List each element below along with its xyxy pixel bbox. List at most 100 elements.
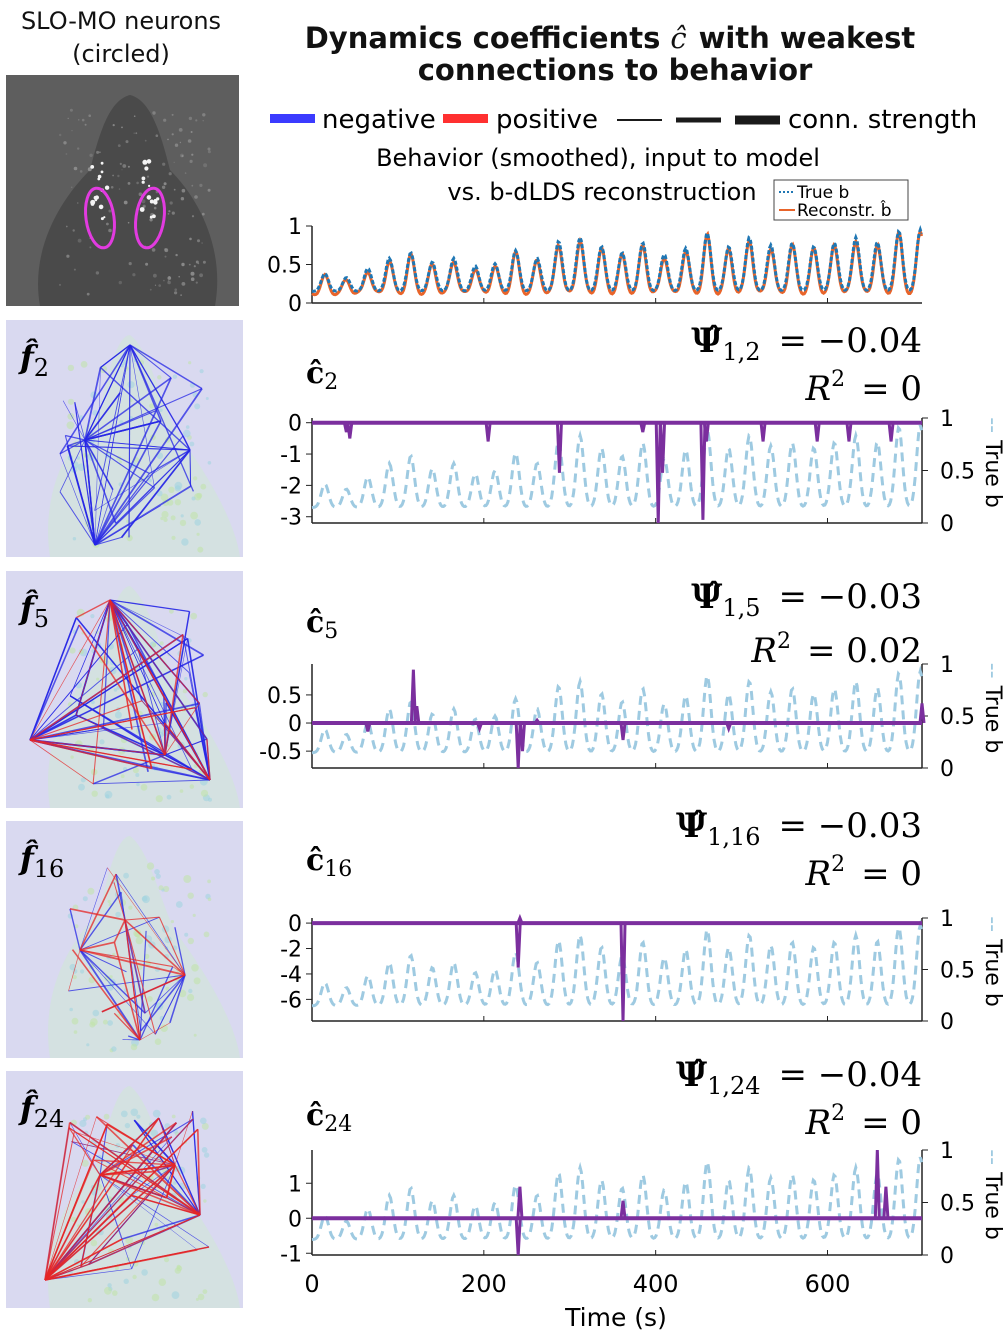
- graph-node-dot: [109, 975, 113, 979]
- graph-node-dot: [128, 905, 133, 910]
- graph-node-dot: [207, 879, 212, 884]
- brain-speck: [197, 239, 200, 243]
- graph-node-dot: [124, 1122, 131, 1129]
- legend-true-b-label: True b: [796, 183, 849, 203]
- coef-spike: [845, 422, 853, 442]
- graph-label-symbol: f̂: [18, 589, 39, 627]
- coef-symbol: ĉ: [306, 356, 324, 391]
- brain-speck: [125, 140, 129, 144]
- graph-edge: [79, 949, 173, 968]
- graph-node-dot: [172, 374, 178, 379]
- graph-edge: [29, 654, 204, 741]
- graph-node-dot: [189, 784, 195, 789]
- brain-speck: [207, 147, 211, 151]
- graph-node-dot: [179, 519, 187, 527]
- graph-node-dot: [78, 783, 85, 791]
- graph-node-dot: [202, 691, 208, 698]
- r2-value-label: R2 = 0: [804, 852, 922, 894]
- behavior-true-b-series: [311, 225, 924, 293]
- graph-node-dot: [188, 361, 192, 365]
- brain-speck: [146, 175, 150, 178]
- brain-speck: [77, 147, 80, 150]
- right-axis-label: -- True b: [980, 663, 1005, 754]
- brain-speck: [168, 172, 172, 176]
- graph-node-dot: [120, 364, 125, 368]
- graph-node-dot: [113, 688, 118, 692]
- brain-bright-neuron: [141, 176, 146, 181]
- graph-node-dot: [102, 1019, 108, 1025]
- graph-edge: [154, 974, 186, 1035]
- brain-speck: [88, 114, 91, 117]
- graph-edge: [79, 949, 141, 1041]
- graph-node-dot: [191, 496, 196, 501]
- graph-node-dot: [207, 897, 212, 902]
- graph-edge: [44, 1268, 132, 1281]
- brain-speck: [194, 195, 198, 199]
- brain-bright-neuron: [146, 159, 152, 164]
- graph-node-dot: [152, 1109, 161, 1118]
- graph-edge: [74, 402, 96, 546]
- brain-speck: [201, 212, 205, 216]
- coef-spike: [659, 422, 667, 473]
- legend-negative-label: negative: [322, 105, 436, 135]
- graph-edge: [109, 599, 166, 756]
- graph-edge: [71, 949, 141, 1041]
- brain-speck: [187, 139, 192, 143]
- main-title-part1: Dynamics coefficients: [305, 21, 661, 55]
- graph-node-dot: [166, 794, 172, 800]
- graph-node-dot: [151, 642, 157, 648]
- right-axis-label: -- True b: [980, 916, 1005, 1007]
- graph-edge: [99, 1174, 201, 1216]
- brain-speck: [138, 192, 143, 196]
- graph-edge: [44, 1263, 89, 1281]
- graph-edge: [70, 695, 211, 781]
- graph-node-dot: [90, 1018, 98, 1026]
- brain-speck: [191, 184, 194, 187]
- graph-edge: [84, 439, 117, 524]
- coef-true-b-series: [311, 424, 924, 509]
- brain-speck: [155, 134, 159, 137]
- r2-value-label: R2 = 0: [804, 1101, 922, 1143]
- coef-true-b-series: [311, 665, 924, 755]
- graph-node-dot: [147, 996, 153, 1002]
- r2-equals: = 0: [861, 854, 922, 894]
- brain-speck: [72, 229, 75, 232]
- brain-speck: [77, 202, 79, 204]
- graph-edge: [99, 1124, 108, 1176]
- network-graph-f24: f̂24: [6, 1071, 243, 1308]
- graph-node-dot: [136, 1114, 141, 1119]
- graph-edge: [106, 1123, 176, 1166]
- graph-node-dot: [144, 935, 153, 943]
- main-title-line1: Dynamics coefficients ĉ with weakest: [305, 21, 916, 55]
- graph-node-dot: [69, 1007, 73, 1012]
- graph-edge: [152, 1171, 201, 1216]
- psi-value-label: Ψ̂1,16 = −0.03: [676, 806, 922, 851]
- graph-edge: [92, 754, 166, 785]
- brain-speck: [78, 119, 80, 121]
- brain-speck: [95, 271, 100, 275]
- behavior-legend: True b Reconstr. b̂: [773, 179, 909, 221]
- graph-node-dot: [185, 425, 190, 429]
- graph-edge: [139, 966, 174, 1041]
- coef-spike: [516, 913, 524, 924]
- main-title-part2: with weakest: [699, 21, 916, 55]
- graph-edge: [80, 1174, 101, 1267]
- graph-label-subscript: 16: [34, 855, 65, 883]
- brain-speck: [142, 204, 146, 208]
- graph-edge: [44, 1118, 194, 1281]
- graph-node-dot: [135, 773, 140, 777]
- graph-edge: [29, 638, 188, 741]
- psi-subscript: 1,2: [722, 338, 760, 366]
- brain-speck: [167, 280, 170, 282]
- graph-node-dot: [90, 614, 95, 619]
- brain-speck: [117, 144, 121, 148]
- graph-edge: [101, 974, 186, 1013]
- coef-y-tick-label: -1: [280, 443, 302, 468]
- graph-node-dot: [199, 369, 204, 374]
- graph-node-dot: [111, 1046, 117, 1052]
- graph-node-dot: [80, 361, 88, 368]
- graph-node-dot: [200, 483, 207, 490]
- graph-node-dot: [175, 901, 183, 908]
